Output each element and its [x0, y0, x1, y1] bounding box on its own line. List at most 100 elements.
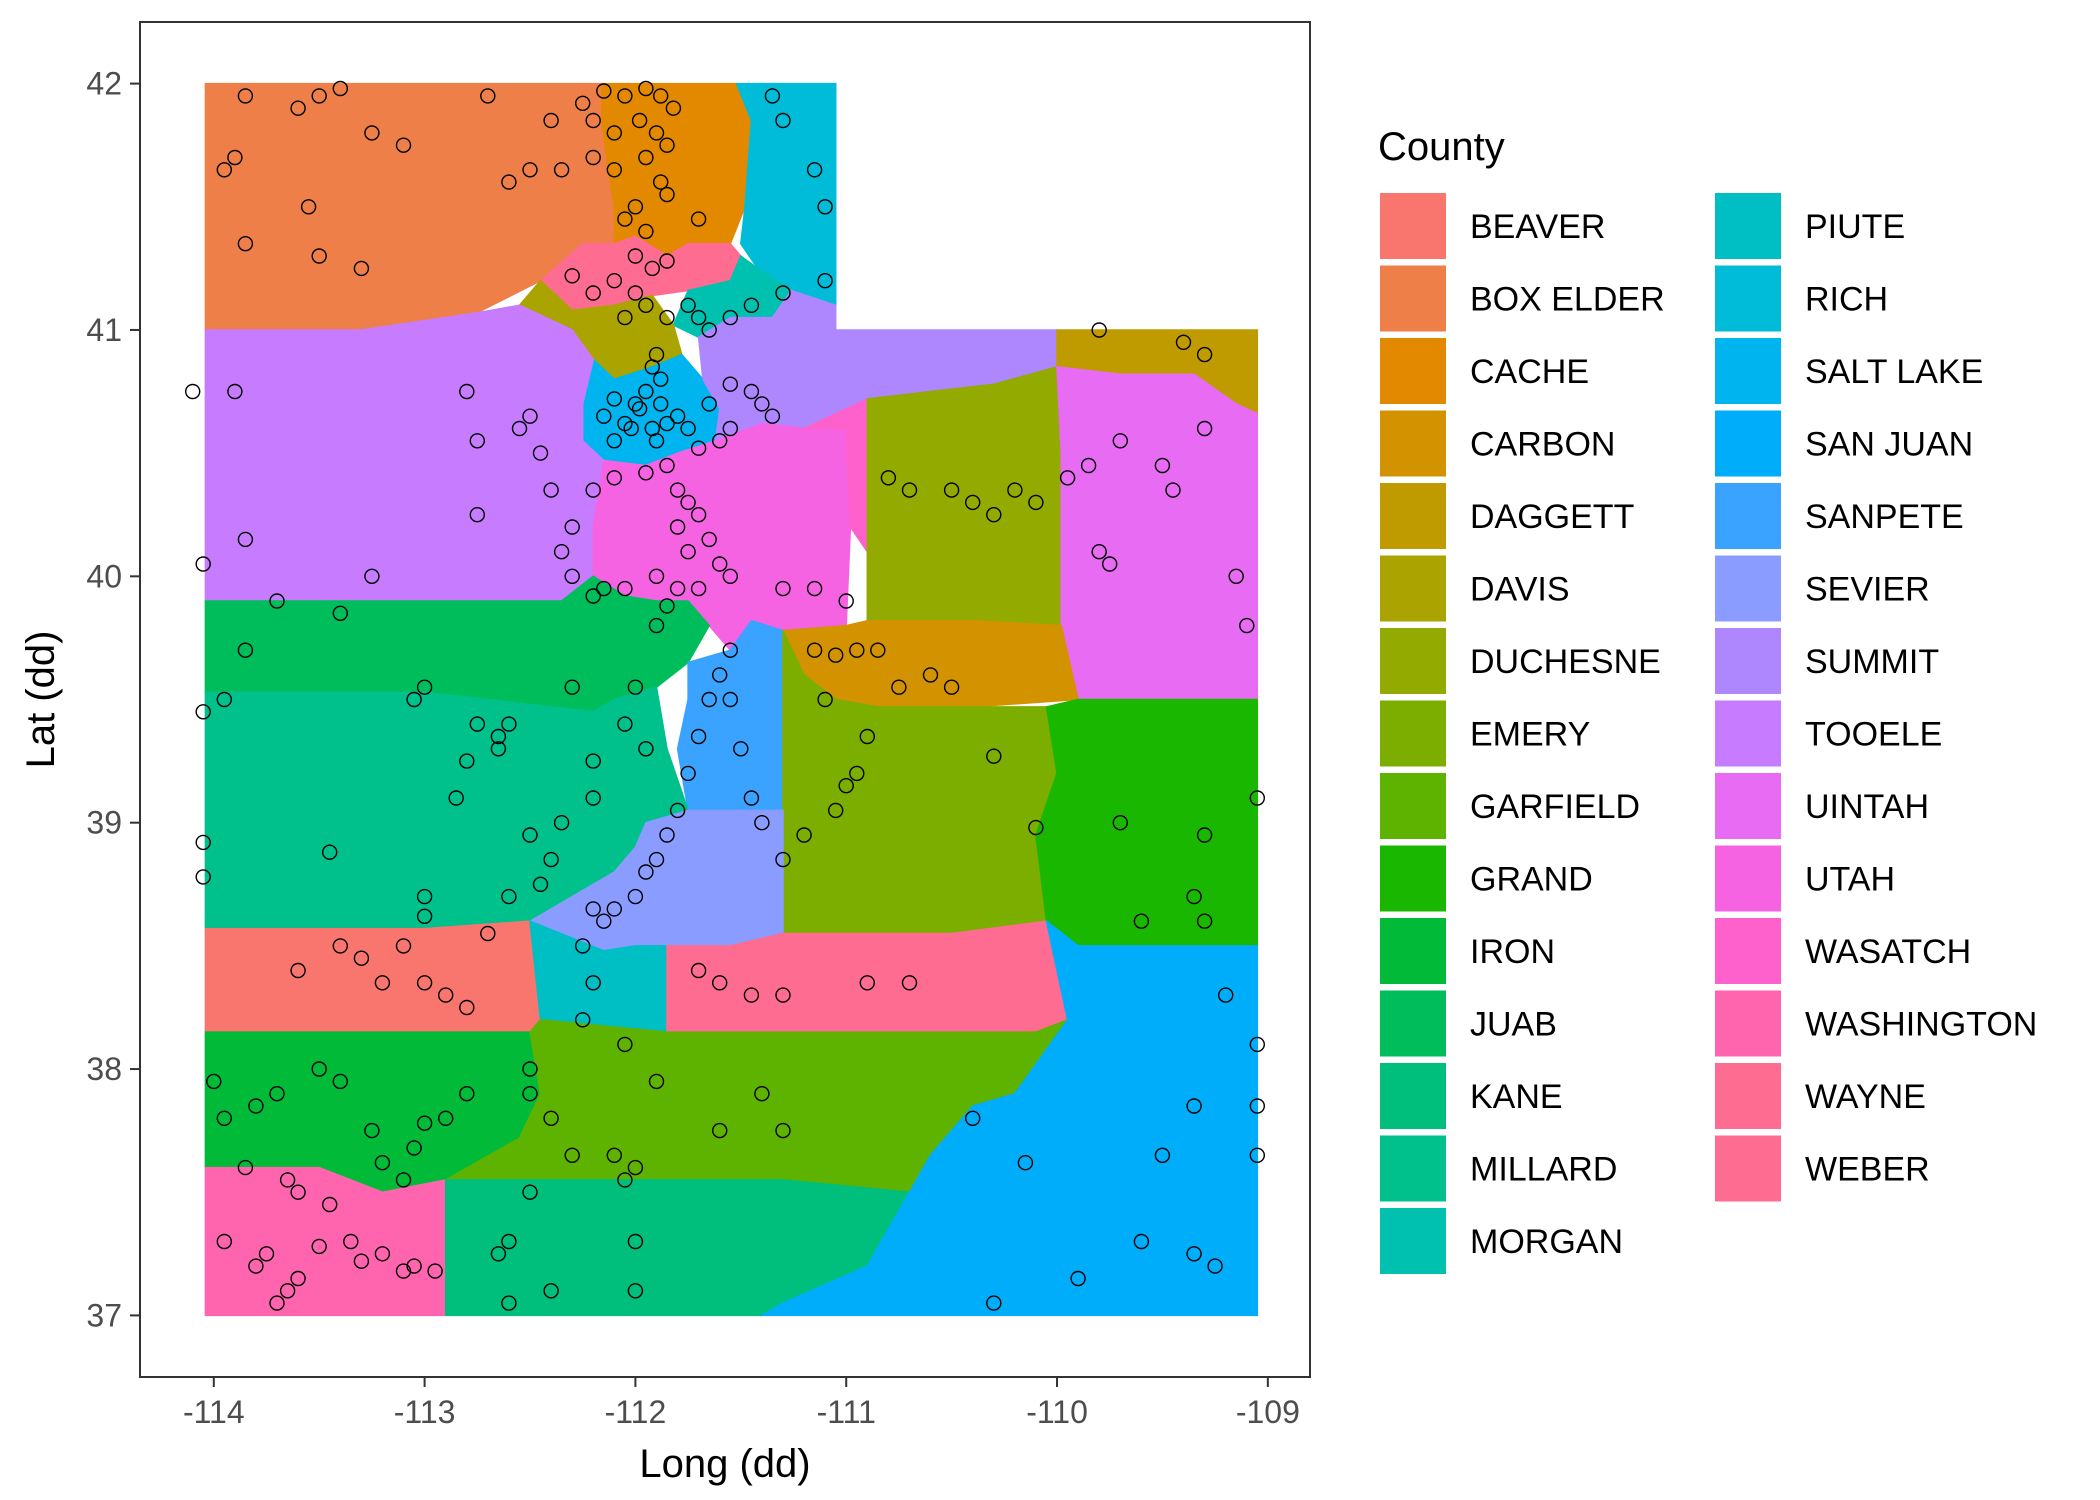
site-point [659, 457, 675, 474]
county-washington [204, 1166, 447, 1317]
site-point [690, 728, 707, 745]
site-point [1239, 617, 1255, 634]
site-point [712, 1122, 728, 1139]
y-tick-label: 41 [86, 312, 122, 348]
site-point [216, 162, 233, 178]
site-point [543, 112, 559, 129]
site-point [585, 901, 601, 917]
site-point [543, 1110, 559, 1127]
y-tick-label: 42 [86, 66, 122, 102]
site-point [1070, 1270, 1086, 1287]
site-point [596, 913, 612, 929]
legend-label: MILLARD [1470, 1151, 1617, 1189]
legend-label: GRAND [1470, 861, 1593, 899]
site-point [680, 494, 696, 511]
site-point [311, 88, 327, 104]
site-point [722, 642, 738, 658]
site-point [722, 568, 738, 584]
county-tooele [204, 304, 605, 602]
legend-label: GARFIELD [1470, 788, 1640, 826]
site-point [364, 568, 380, 584]
site-point [870, 642, 886, 658]
site-point [859, 728, 875, 745]
site-point [690, 580, 707, 597]
x-tick-label: -114 [183, 1394, 245, 1430]
site-point [290, 962, 306, 979]
site-point [1207, 1258, 1223, 1274]
site-point [522, 1061, 538, 1077]
site-point [237, 531, 254, 548]
site-point [522, 408, 538, 424]
x-tick-label: -111 [817, 1394, 876, 1430]
legend-label: EMERY [1470, 716, 1590, 754]
legend-key [1380, 410, 1446, 477]
site-point [828, 647, 844, 663]
site-point [627, 679, 644, 695]
site-point [311, 248, 327, 264]
legend-key [1715, 265, 1781, 332]
site-point [490, 741, 507, 757]
site-point [943, 482, 960, 498]
site-point [665, 100, 682, 116]
site-point [585, 975, 601, 991]
site-point [353, 1253, 370, 1269]
site-point [585, 753, 601, 769]
site-point [522, 1085, 538, 1102]
site-point [195, 556, 211, 572]
legend-label: UINTAH [1805, 788, 1929, 826]
site-point [627, 199, 644, 215]
site-point [648, 568, 665, 584]
site-point [743, 383, 760, 400]
site-point [1007, 482, 1023, 498]
site-point [438, 1110, 454, 1127]
site-point [891, 679, 907, 695]
site-point [669, 580, 686, 597]
site-point [237, 642, 254, 658]
site-point [300, 199, 317, 215]
site-point [806, 162, 823, 178]
site-point [638, 149, 654, 166]
site-point [701, 531, 717, 548]
legend-label: WASHINGTON [1805, 1006, 2037, 1044]
site-point [754, 1085, 770, 1102]
site-point [659, 253, 675, 269]
site-point [1091, 322, 1107, 338]
site-point [522, 162, 538, 178]
site-point [1059, 470, 1076, 486]
site-point [901, 975, 918, 991]
site-point [184, 383, 201, 400]
site-point [1196, 913, 1213, 929]
site-point [838, 778, 854, 794]
site-point [606, 162, 622, 178]
legend-label: BOX ELDER [1470, 281, 1665, 319]
site-point [754, 815, 770, 831]
legend-label: SALT LAKE [1805, 353, 1983, 391]
site-point [1017, 1154, 1034, 1171]
site-point [269, 593, 285, 609]
site-point [459, 999, 475, 1016]
site-point [617, 1172, 633, 1188]
site-point [606, 391, 622, 407]
site-point [965, 1110, 981, 1127]
legend-key [1380, 1135, 1446, 1202]
site-point [480, 925, 496, 942]
site-point [237, 1159, 254, 1176]
site-point [575, 1012, 591, 1028]
site-point [279, 1283, 296, 1299]
site-point [311, 1238, 327, 1255]
site-point [754, 396, 770, 412]
legend-label: KANE [1470, 1078, 1563, 1116]
site-point [406, 1140, 422, 1156]
site-point [1028, 819, 1044, 836]
site-point [986, 748, 1002, 764]
site-point [701, 396, 717, 412]
site-point [332, 938, 348, 954]
site-point [733, 741, 749, 757]
legend-label: SEVIER [1805, 571, 1930, 609]
site-point [659, 137, 675, 153]
site-point [838, 593, 854, 609]
panel-border [139, 21, 1311, 1378]
x-axis-title: Long (dd) [639, 1442, 810, 1486]
site-point [469, 716, 485, 732]
site-point [501, 888, 517, 905]
